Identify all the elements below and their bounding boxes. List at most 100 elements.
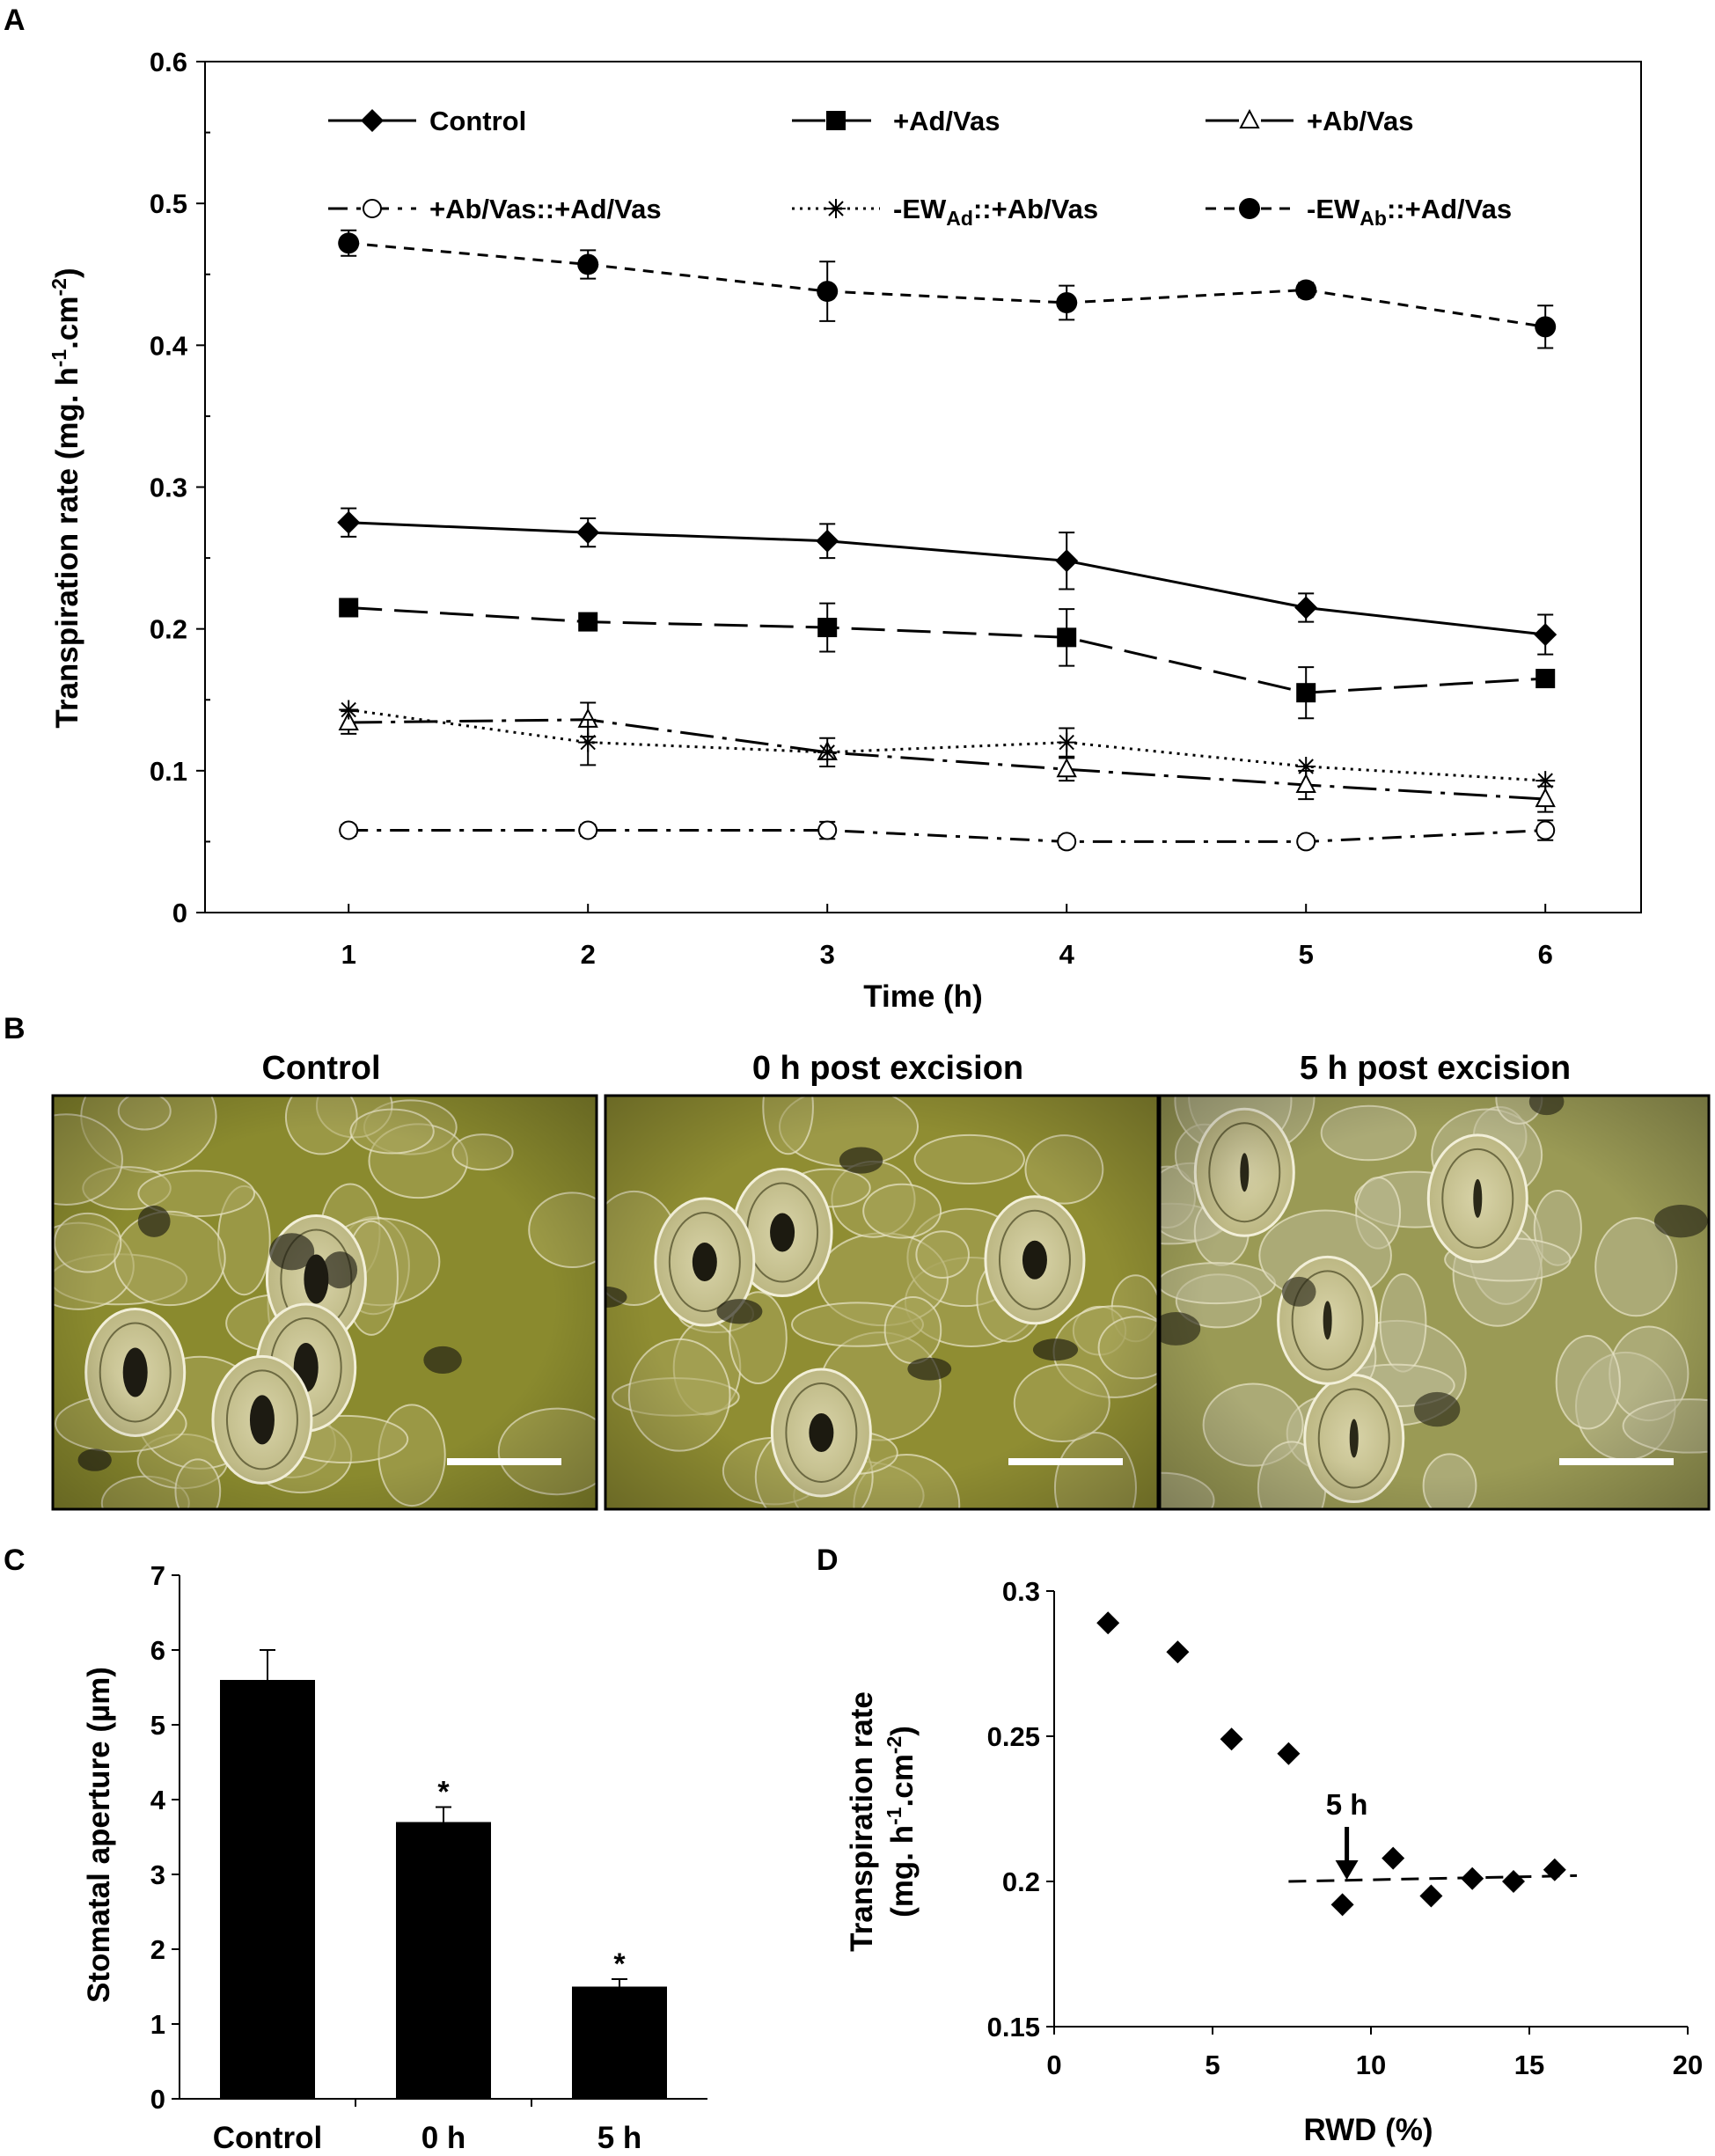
data-point [1535,787,1556,808]
data-point [578,732,598,752]
diamond-marker [361,109,384,132]
diamond-marker [816,529,839,553]
scatter-point [1382,1846,1405,1870]
bar [220,1680,315,2099]
y-tick-label: 0.1 [150,756,187,787]
micrograph [604,1094,1160,1511]
legend-marker [363,199,382,218]
circle-filled-marker [1239,198,1260,219]
x-tick-label: 5 [1205,2050,1220,2080]
panel-d: D 0.15 0.2 0.25 0.3 0 5 10 15 20 5 h Transpiratio… [817,1544,1703,2147]
panel-a-series [337,229,1557,852]
micrograph-border [51,1094,598,1511]
annotation-label: 5 h [1326,1788,1368,1821]
diamond-marker [576,521,600,545]
significance-asterisk: * [613,1947,626,1981]
triangle-marker [1056,758,1077,778]
data-point [817,618,838,638]
legend-label: +Ad/Vas [893,106,1000,136]
diamond-marker [1534,623,1557,647]
square-marker [339,598,359,618]
scale-bar [1008,1458,1123,1465]
data-point [339,598,359,618]
panel-d-letter: D [817,1544,839,1577]
circle-open-marker [1296,832,1316,852]
panel-d-xlabel: RWD (%) [1303,2113,1433,2147]
square-marker [578,612,598,632]
legend-label-sub: Ab [1360,207,1387,230]
data-point [1535,771,1556,791]
circle-open-marker [1057,832,1077,852]
data-point [1057,832,1077,852]
diamond-marker [1419,1884,1443,1908]
plot-frame [204,61,1642,913]
x-tick-label: 3 [820,939,835,970]
diamond-marker [1055,549,1079,573]
data-point [817,742,838,762]
legend-label-end: ::+Ab/Vas [973,194,1098,224]
asterisk-stroke [819,744,835,760]
data-point [578,612,598,632]
triangle-marker [1295,773,1316,793]
asterisk-stroke [580,734,596,751]
series-line [348,605,1546,694]
x-tick-label: 4 [1059,939,1075,970]
triangle-marker [1239,108,1260,128]
panel-a-ylabel: Transpiration rate (mg. h-1.cm-2) [48,268,84,728]
data-point [339,700,359,720]
y-tick-label: 6 [150,1635,165,1666]
scale-bar [447,1458,561,1465]
series-line [348,241,1546,328]
diamond-marker [1382,1846,1405,1870]
asterisk-stroke [341,701,356,718]
scatter-point [1543,1858,1566,1881]
circle-filled-marker [577,253,599,275]
data-point [816,529,839,553]
series-diamond [337,507,1557,656]
trend-line [1288,1874,1578,1883]
y-tick-label: 0.25 [987,1721,1040,1752]
legend-label: -EWAd::+Ab/Vas [893,194,1098,230]
micrograph-title-5h: 5 h post excision [1300,1050,1571,1087]
square-marker [1535,669,1556,689]
data-point [1057,732,1077,752]
diamond-marker [1543,1858,1566,1881]
y-tick-label: 0.5 [150,188,187,219]
x-tick-label: 10 [1356,2050,1386,2080]
diamond-marker [1461,1866,1484,1890]
y-tick-label: 7 [150,1560,165,1591]
scatter-point [1502,1870,1525,1893]
category-label: 0 h [421,2121,466,2152]
diamond-marker [1096,1611,1120,1635]
legend-label: +Ab/Vas::+Ad/Vas [429,194,662,224]
micrograph-border [604,1094,1160,1511]
bar [572,1986,667,2099]
x-tick-label: 15 [1514,2050,1544,2080]
legend-marker [826,199,846,218]
square-marker [826,111,846,130]
asterisk-stroke [1298,759,1314,774]
data-point [1296,683,1316,703]
legend-label-text: -EW [1307,194,1360,224]
data-point [578,820,598,840]
series-circle-filled [338,229,1557,349]
data-point [1057,627,1077,648]
series-triangle [338,701,1556,813]
data-point [1534,623,1557,647]
category-label: Control [213,2121,322,2152]
data-point [337,510,361,534]
legend-label: -EWAb::+Ad/Vas [1307,194,1512,230]
data-point [1056,758,1077,778]
legend-entry: Control [328,106,526,136]
legend-entry: +Ab/Vas::+Ad/Vas [328,194,662,224]
legend-entry: -EWAd::+Ab/Vas [792,194,1098,230]
scatter-point [1330,1893,1354,1917]
data-point [1294,596,1318,620]
micrographs [51,1094,1711,1511]
micrograph-title-0h: 0 h post excision [752,1050,1023,1087]
data-point [1535,669,1556,689]
asterisk-stroke [1059,734,1074,751]
diamond-marker [1277,1742,1301,1765]
panel-b-letter: B [4,1012,26,1045]
